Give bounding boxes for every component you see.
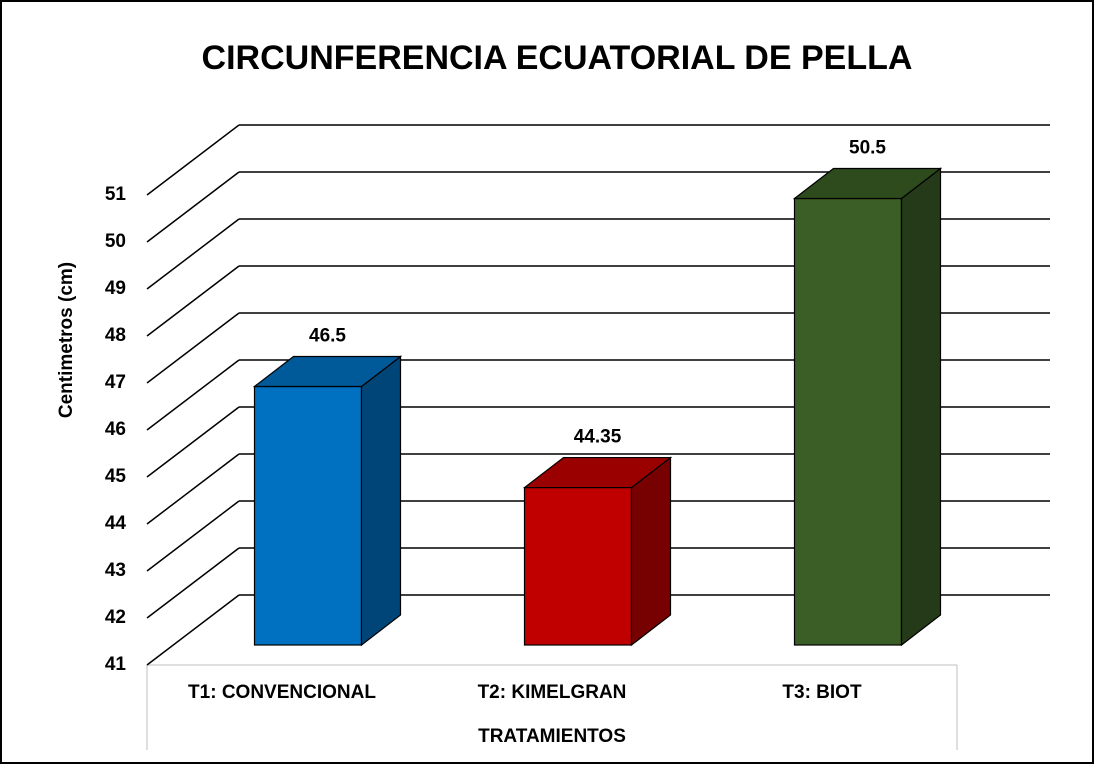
grid-line-side	[146, 218, 240, 290]
grid-line-side	[146, 594, 240, 666]
bar-side	[630, 456, 672, 647]
x-axis-label: TRATAMIENTOS	[478, 726, 626, 747]
bar-front	[253, 385, 363, 646]
y-tick-label: 44	[105, 513, 127, 534]
y-tick-label: 42	[105, 607, 126, 628]
y-tick-label: 43	[105, 560, 126, 581]
y-tick-label: 45	[105, 466, 127, 487]
grid-line-side	[146, 406, 240, 478]
bar-top	[252, 355, 403, 388]
grid-line-side	[146, 265, 240, 337]
data-label: 50.5	[849, 138, 886, 159]
bar-top	[522, 456, 673, 489]
bar-side	[360, 355, 402, 647]
x-tick-label: T3: BIOT	[782, 682, 862, 703]
bar-front	[793, 197, 903, 646]
bar-top	[792, 167, 943, 200]
grid-line-side	[146, 171, 240, 243]
bar-front	[523, 486, 633, 646]
grid-line-side	[146, 359, 240, 431]
y-tick-label: 49	[105, 278, 126, 299]
grid-line-side	[146, 500, 240, 572]
grid-line-side	[146, 124, 240, 196]
x-tick-label: T2: KIMELGRAN	[478, 682, 627, 703]
x-tick-label: T1: CONVENCIONAL	[188, 682, 376, 703]
data-label: 46.5	[309, 326, 346, 347]
y-tick-label: 41	[105, 654, 127, 675]
grid-line-side	[146, 453, 240, 525]
data-label: 44.35	[574, 427, 622, 448]
y-axis-label: Centimetros (cm)	[56, 262, 77, 418]
grid-line-side	[146, 312, 240, 384]
grid-line-side	[146, 547, 240, 619]
y-tick-label: 46	[105, 419, 126, 440]
y-tick-label: 47	[105, 372, 126, 393]
y-tick-label: 51	[105, 184, 127, 205]
chart-title: CIRCUNFERENCIA ECUATORIAL DE PELLA	[202, 39, 913, 77]
bar-side	[900, 167, 942, 647]
y-tick-label: 50	[105, 231, 126, 252]
y-tick-label: 48	[105, 325, 126, 346]
